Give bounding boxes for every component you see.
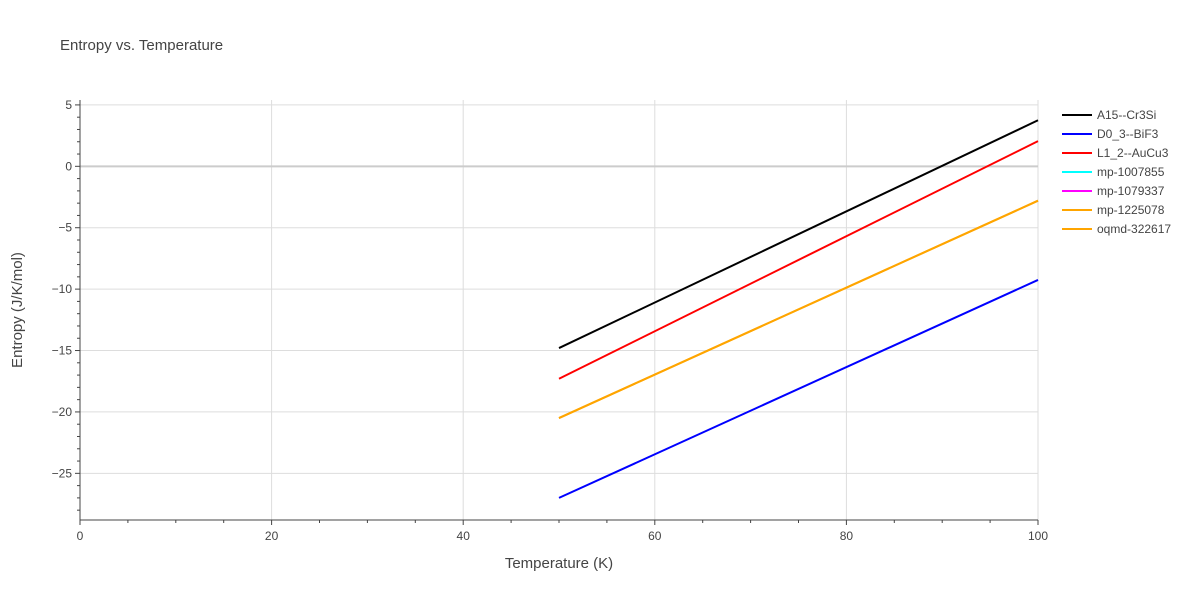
series-line-oqmd-322617 bbox=[558, 199, 1039, 419]
series-line-d0-3-bif3 bbox=[558, 278, 1039, 499]
legend-item-mp-1079337[interactable]: mp-1079337 bbox=[1062, 184, 1165, 198]
legend-label: mp-1225078 bbox=[1097, 203, 1165, 217]
legend: A15--Cr3Si D0_3--BiF3 L1_2--AuCu3 mp-100785… bbox=[1062, 108, 1171, 236]
x-axis-title: Temperature (K) bbox=[505, 555, 613, 572]
legend-label: D0_3--BiF3 bbox=[1097, 127, 1159, 141]
legend-item-a15-cr3si[interactable]: A15--Cr3Si bbox=[1062, 108, 1156, 122]
legend-item-l1-2-aucu3[interactable]: L1_2--AuCu3 bbox=[1062, 146, 1169, 160]
series-lines bbox=[558, 119, 1039, 499]
legend-label: mp-1079337 bbox=[1097, 184, 1165, 198]
y-tick-label: −5 bbox=[58, 221, 72, 235]
x-tick-label: 60 bbox=[648, 529, 662, 543]
series-line-l1-2-aucu3 bbox=[558, 140, 1039, 380]
x-tick-label: 40 bbox=[457, 529, 471, 543]
y-tick-label: −25 bbox=[52, 466, 73, 480]
y-tick-label: −10 bbox=[52, 282, 73, 296]
legend-label: A15--Cr3Si bbox=[1097, 108, 1156, 122]
x-tick-label: 80 bbox=[840, 529, 854, 543]
legend-item-oqmd-322617[interactable]: oqmd-322617 bbox=[1062, 222, 1171, 236]
series-line-a15-cr3si bbox=[558, 119, 1039, 349]
legend-item-mp-1225078[interactable]: mp-1225078 bbox=[1062, 203, 1165, 217]
legend-label: mp-1007855 bbox=[1097, 165, 1165, 179]
y-tick-label: −15 bbox=[52, 344, 73, 358]
x-tick-label: 20 bbox=[265, 529, 279, 543]
legend-item-mp-1007855[interactable]: mp-1007855 bbox=[1062, 165, 1165, 179]
y-tick-label: 5 bbox=[65, 98, 72, 112]
chart-title: Entropy vs. Temperature bbox=[60, 37, 223, 54]
legend-item-d0-3-bif3[interactable]: D0_3--BiF3 bbox=[1062, 127, 1159, 141]
tick-labels: 0 20 40 60 80 100 5 0 −5 −10 −15 −20 −25 bbox=[52, 98, 1049, 543]
y-tick-label: 0 bbox=[65, 159, 72, 173]
y-tick-label: −20 bbox=[52, 405, 73, 419]
legend-label: L1_2--AuCu3 bbox=[1097, 146, 1169, 160]
grid bbox=[80, 100, 1039, 520]
y-axis-title: Entropy (J/K/mol) bbox=[9, 252, 26, 368]
x-tick-label: 0 bbox=[77, 529, 84, 543]
minor-ticks bbox=[77, 116, 991, 523]
axes bbox=[75, 100, 1039, 525]
x-tick-label: 100 bbox=[1028, 529, 1048, 543]
legend-label: oqmd-322617 bbox=[1097, 222, 1171, 236]
